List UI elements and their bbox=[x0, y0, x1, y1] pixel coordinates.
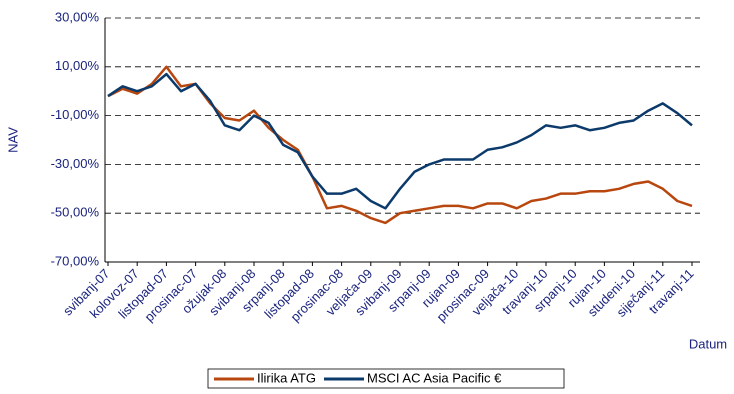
y-tick-label: 10,00% bbox=[55, 58, 100, 73]
y-tick-label: -10,00% bbox=[51, 107, 100, 122]
legend-box bbox=[207, 368, 565, 389]
y-axis-title: NAV bbox=[5, 127, 20, 153]
y-tick-label: -30,00% bbox=[51, 156, 100, 171]
legend-label: MSCI AC Asia Pacific € bbox=[367, 370, 502, 385]
y-tick-label: -70,00% bbox=[51, 253, 100, 268]
legend-label: Ilirika ATG bbox=[257, 370, 316, 385]
series-line bbox=[107, 72, 693, 210]
series-line bbox=[107, 65, 693, 225]
x-axis-title: Datum bbox=[689, 336, 727, 351]
y-tick-label: -50,00% bbox=[51, 205, 100, 220]
y-tick-label: 30,00% bbox=[55, 9, 100, 24]
